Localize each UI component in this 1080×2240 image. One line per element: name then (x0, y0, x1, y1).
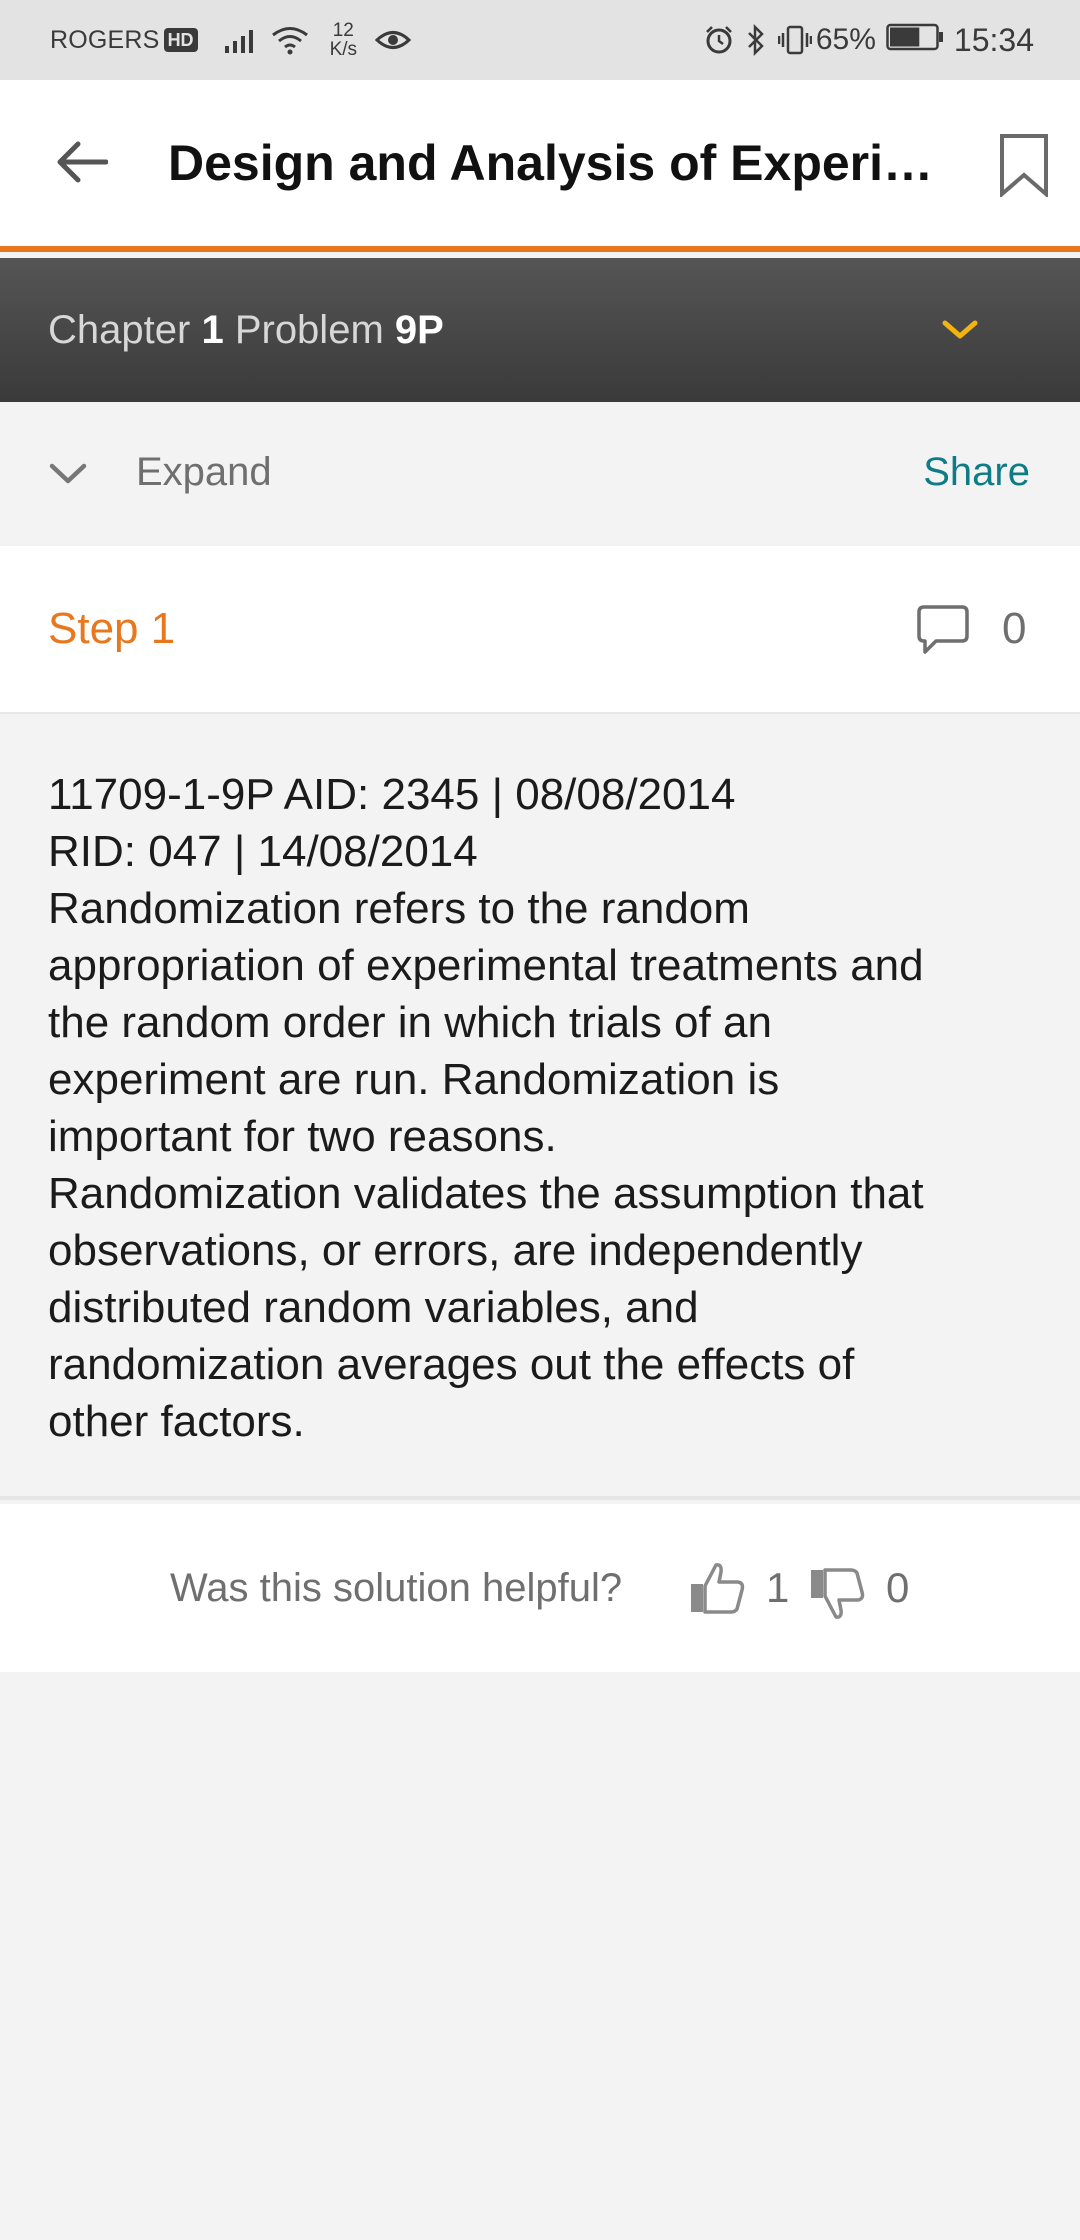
solution-line: experiment are run. Randomization is (48, 1055, 780, 1104)
bookmark-icon (999, 133, 1049, 202)
speed-value: 12 (332, 20, 354, 41)
solution-line: distributed random variables, and (48, 1283, 699, 1332)
arrow-left-icon (56, 140, 109, 189)
solution-line: appropriation of experimental treatments… (48, 941, 924, 990)
status-bar: ROGERS HD 12 K/s (0, 0, 1080, 80)
expand-button[interactable]: Expand (136, 450, 272, 494)
chapter-word: Chapter (48, 307, 191, 352)
helpful-question: Was this solution helpful? (170, 1566, 623, 1610)
vibrate-icon (777, 24, 812, 56)
solution-line: randomization averages out the effects o… (48, 1340, 855, 1389)
page-title: Design and Analysis of Experi… (168, 135, 934, 191)
solution-line: important for two reasons. (48, 1112, 557, 1161)
solution-line: 11709-1-9P AID: 2345 | 08/08/2014 (48, 770, 736, 819)
problem-number: 9P (394, 307, 444, 352)
thumbs-up-icon[interactable] (688, 1560, 748, 1616)
hd-badge: HD (163, 28, 198, 52)
thumbs-down-count: 0 (886, 1564, 910, 1611)
chapter-problem-label: Chapter 1 Problem 9P (48, 308, 444, 353)
solution-line: the random order in which trials of an (48, 998, 772, 1047)
speed-unit: K/s (329, 39, 358, 60)
battery-icon (886, 23, 944, 58)
comment-icon[interactable] (916, 604, 970, 656)
solution-line: Randomization validates the assumption t… (48, 1169, 924, 1218)
expand-chevron-icon[interactable] (48, 454, 88, 494)
expand-share-row: Expand Share (0, 402, 1080, 546)
solution-line: Randomization refers to the random (48, 884, 750, 933)
wifi-icon (270, 25, 310, 55)
bluetooth-icon (746, 24, 766, 56)
comment-count: 0 (1002, 604, 1027, 653)
step-header: Step 1 0 (0, 546, 1080, 714)
battery-percent: 65% (815, 23, 876, 56)
chevron-down-icon[interactable] (940, 310, 980, 350)
signal-icon (224, 26, 258, 54)
network-speed: 12 K/s (330, 21, 357, 59)
chapter-number: 1 (201, 307, 224, 352)
solution-line: other factors. (48, 1397, 305, 1446)
solution-line: observations, or errors, are independent… (48, 1226, 863, 1275)
thumbs-up-count: 1 (766, 1564, 790, 1611)
solution-body: 11709-1-9P AID: 2345 | 08/08/2014 RID: 0… (0, 714, 1080, 1500)
eye-icon (375, 27, 412, 53)
clock: 15:34 (953, 21, 1034, 58)
carrier-name: ROGERS (50, 25, 160, 54)
solution-line: RID: 047 | 14/08/2014 (48, 827, 478, 876)
status-bar-left: ROGERS HD 12 K/s (50, 21, 412, 59)
problem-word: Problem (234, 307, 384, 352)
share-button[interactable]: Share (923, 450, 1030, 494)
alarm-icon (704, 25, 734, 55)
app-bar: Design and Analysis of Experi… (0, 80, 1080, 252)
thumbs-down-icon[interactable] (808, 1566, 870, 1626)
step-title: Step 1 (48, 604, 176, 653)
status-bar-right: 65% 15:34 (692, 22, 1034, 59)
bookmark-button[interactable] (996, 132, 1052, 202)
chapter-selector[interactable]: Chapter 1 Problem 9P (0, 258, 1080, 402)
feedback-row: Was this solution helpful? 1 0 (0, 1504, 1080, 1672)
back-button[interactable] (52, 138, 112, 190)
